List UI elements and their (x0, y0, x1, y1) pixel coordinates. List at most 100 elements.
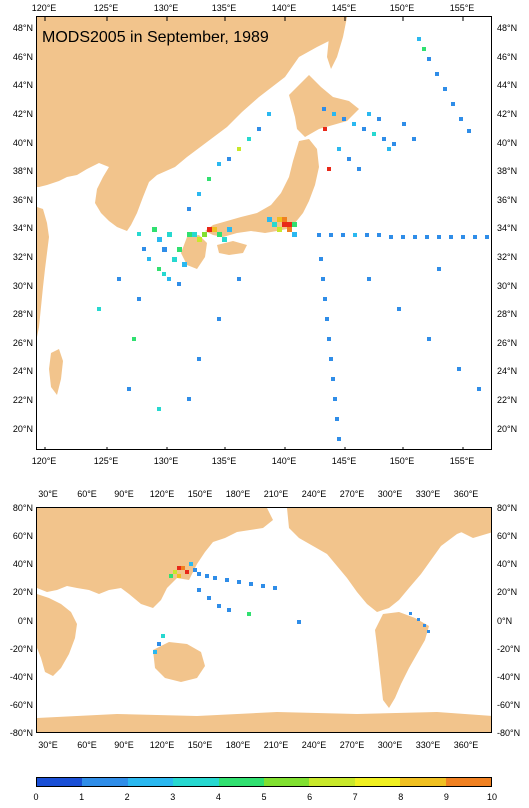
colorbar-segment (264, 778, 310, 786)
lon-label: 150°E (188, 740, 213, 750)
land-mainland (37, 17, 347, 231)
colorbar-label: 1 (79, 792, 85, 802)
lon-label: 330°E (416, 489, 441, 499)
colorbar-label: 10 (486, 792, 498, 802)
cells-southern-tracks (97, 257, 481, 441)
lon-label: 240°E (302, 489, 327, 499)
land-taiwan (49, 349, 63, 395)
lat-label: 28°N (13, 309, 33, 319)
land-sakhalin (327, 17, 347, 69)
lon-label: 300°E (378, 489, 403, 499)
lat-label: -20°N (497, 644, 520, 654)
lat-label: 34°N (13, 223, 33, 233)
colorbar-segment (127, 778, 174, 786)
lat-label: 40°N (497, 138, 517, 148)
lat-label: 0°N (497, 616, 512, 626)
lon-label: 240°E (302, 740, 327, 750)
regional-map-canvas (37, 17, 489, 449)
colorbar-label: 9 (443, 792, 449, 802)
colorbar-segment (309, 778, 355, 786)
colorbar-label: 5 (261, 792, 267, 802)
lat-label: 22°N (13, 395, 33, 405)
lon-label: 120°E (150, 489, 175, 499)
lon-label: 150°E (390, 3, 415, 13)
lat-label: 30°N (497, 281, 517, 291)
top-map-ticks (44, 17, 464, 449)
lat-label: 40°N (13, 559, 33, 569)
lon-label: 90°E (114, 489, 134, 499)
lon-label: 150°E (188, 489, 213, 499)
lon-label: 210°E (264, 740, 289, 750)
lat-label: -20°N (10, 644, 33, 654)
lat-label: 42°N (497, 109, 517, 119)
observation-density-cells (97, 37, 489, 441)
world-lat-labels-left: 80°N 60°N 40°N 20°N 0°N -20°N -40°N -60°… (10, 503, 33, 738)
lon-label: 60°E (77, 489, 97, 499)
lat-label: 80°N (13, 503, 33, 513)
land-honshu (205, 139, 319, 237)
lat-label: 26°N (497, 338, 517, 348)
lat-label: 20°N (497, 587, 517, 597)
lon-label: 90°E (114, 740, 134, 750)
land-kyushu (181, 235, 207, 269)
lat-label: 20°N (13, 587, 33, 597)
lat-label: 38°N (13, 166, 33, 176)
lon-label: 360°E (454, 740, 479, 750)
land-greenland (447, 508, 491, 538)
world-map (36, 507, 492, 733)
top-map-axis-labels: 120°E 125°E 130°E 135°E 140°E 145°E 150°… (13, 3, 517, 466)
colorbar-segment (400, 778, 446, 786)
lat-label: 38°N (497, 166, 517, 176)
lat-label: 46°N (13, 52, 33, 62)
lon-label: 30°E (38, 489, 58, 499)
world-observation-cells (153, 562, 430, 654)
lon-label: 270°E (340, 740, 365, 750)
lon-label: 210°E (264, 489, 289, 499)
lon-label: 150°E (390, 456, 415, 466)
world-map-axis-labels: 30°E 60°E 90°E 120°E 150°E 180°E 210°E 2… (10, 489, 520, 750)
lon-label: 135°E (212, 456, 237, 466)
lat-label: 36°N (13, 195, 33, 205)
lat-label: 32°N (13, 252, 33, 262)
lat-label: 24°N (13, 366, 33, 376)
lat-label: 48°N (13, 23, 33, 33)
world-lon-labels-bottom: 30°E 60°E 90°E 120°E 150°E 180°E 210°E 2… (38, 740, 478, 750)
land-australia (153, 642, 205, 682)
colorbar-segment (218, 778, 265, 786)
world-lat-labels-right: 80°N 60°N 40°N 20°N 0°N -20°N -40°N -60°… (497, 503, 520, 738)
lat-label: 28°N (497, 309, 517, 319)
colorbar-segment (82, 778, 128, 786)
lat-label: -60°N (10, 700, 33, 710)
cells-sanriku-cluster (322, 107, 416, 171)
world-lon-labels-top: 30°E 60°E 90°E 120°E 150°E 180°E 210°E 2… (38, 489, 478, 499)
lat-label: 0°N (18, 616, 33, 626)
lat-label: 46°N (497, 52, 517, 62)
lon-label: 130°E (154, 3, 179, 13)
lat-label: 44°N (497, 80, 517, 90)
top-map-lat-labels-right: 48°N 46°N 44°N 42°N 40°N 38°N 36°N 34°N … (497, 23, 517, 434)
lon-label: 125°E (94, 3, 119, 13)
lon-label: 135°E (212, 3, 237, 13)
colorbar-segment (354, 778, 401, 786)
lon-label: 145°E (332, 456, 357, 466)
lon-label: 360°E (454, 489, 479, 499)
lat-label: 80°N (497, 503, 517, 513)
colorbar-label: 8 (398, 792, 404, 802)
lat-label: 60°N (13, 531, 33, 541)
lon-label: 60°E (77, 740, 97, 750)
lat-label: 20°N (497, 424, 517, 434)
lat-label: 24°N (497, 366, 517, 376)
map-title: MODS2005 in September, 1989 (42, 29, 269, 46)
lat-label: 40°N (13, 138, 33, 148)
colorbar-label: 7 (352, 792, 358, 802)
top-map-lat-labels-left: 48°N 46°N 44°N 42°N 40°N 38°N 36°N 34°N … (13, 23, 33, 434)
colorbar-labels: 0 1 2 3 4 5 6 7 8 9 10 (33, 792, 497, 804)
cells-kuril-track (417, 37, 471, 133)
lat-label: -80°N (497, 728, 520, 738)
colorbar-label: 6 (307, 792, 313, 802)
top-map-lon-labels-top: 120°E 125°E 130°E 135°E 140°E 145°E 150°… (32, 3, 475, 13)
lon-label: 300°E (378, 740, 403, 750)
lon-label: 330°E (416, 740, 441, 750)
colorbar-segment (173, 778, 219, 786)
lat-label: 26°N (13, 338, 33, 348)
